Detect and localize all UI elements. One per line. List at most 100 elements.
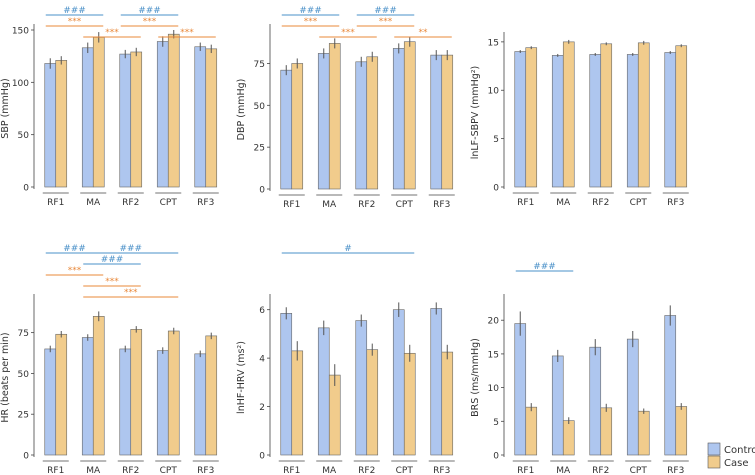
bar-control-rf3 xyxy=(194,353,207,456)
bar-control-ma xyxy=(317,53,330,190)
y-tick-label: 4 xyxy=(259,355,265,365)
bar-control-rf2 xyxy=(119,348,132,456)
x-tick-label: MA xyxy=(556,466,571,475)
legend-swatch-control xyxy=(707,442,721,456)
bar-case-rf1 xyxy=(291,63,304,190)
x-tick-label: RF2 xyxy=(358,466,375,475)
x-tick-label: RF2 xyxy=(122,198,139,208)
panel-4: 0 25 50 75 HR (beats per min) RF1 MA RF2 CPT RF3 #… xyxy=(0,244,219,475)
bar-case-cpt xyxy=(637,42,650,188)
x-tick-label: RF1 xyxy=(517,198,534,208)
legend-label-case: Case xyxy=(724,458,748,469)
bar-case-rf3 xyxy=(675,45,688,188)
bar-control-rf1 xyxy=(44,348,57,456)
panel-5: 0 2 4 6 lnHF-HRV (ms²) RF1 MA RF2 CPT RF3 # xyxy=(236,244,455,475)
bar-control-rf2 xyxy=(589,346,602,456)
bar-control-cpt xyxy=(626,54,639,188)
bar-case-ma xyxy=(562,41,575,188)
bar-control-rf1 xyxy=(514,323,527,456)
bar-control-rf3 xyxy=(664,52,677,188)
bar-case-cpt xyxy=(167,33,180,188)
x-tick-label: CPT xyxy=(396,200,414,210)
y-tick-label: 0 xyxy=(259,452,265,462)
y-axis-label: BRS (ms/mmHg) xyxy=(470,338,481,417)
bar-case-rf3 xyxy=(441,351,454,456)
bar-case-ma xyxy=(328,43,341,190)
y-tick-label: 50 xyxy=(18,131,30,141)
bar-case-rf2 xyxy=(600,43,613,188)
x-tick-label: RF3 xyxy=(197,466,214,475)
y-tick-label: 20 xyxy=(488,317,500,327)
x-tick-label: MA xyxy=(322,466,337,475)
sig-label-case: *** xyxy=(68,266,82,276)
bar-case-cpt xyxy=(403,41,416,190)
sig-label-case: *** xyxy=(379,17,393,27)
y-tick-label: 5 xyxy=(493,135,499,145)
bar-case-rf1 xyxy=(55,60,68,188)
sig-label-control: ### xyxy=(138,6,161,16)
y-tick-label: 6 xyxy=(259,306,265,316)
bar-case-rf3 xyxy=(205,48,218,188)
bar-case-cpt xyxy=(637,410,650,456)
bar-control-rf1 xyxy=(280,313,293,456)
sig-label-case: ** xyxy=(419,28,429,38)
bar-control-rf2 xyxy=(355,61,368,190)
bar-control-ma xyxy=(81,337,94,456)
bar-control-rf2 xyxy=(119,53,132,188)
y-tick-label: 25 xyxy=(254,144,265,154)
y-tick-label: 15 xyxy=(488,38,499,48)
y-axis-label: lnLF-SBPV (mmHg²) xyxy=(470,66,481,160)
bar-case-rf3 xyxy=(441,54,454,190)
y-tick-label: 5 xyxy=(493,418,499,428)
bar-control-cpt xyxy=(156,350,169,456)
bar-case-rf2 xyxy=(600,407,613,456)
bar-case-cpt xyxy=(167,330,180,456)
x-tick-label: RF3 xyxy=(433,200,450,210)
x-tick-label: CPT xyxy=(630,466,648,475)
bar-case-rf1 xyxy=(291,350,304,456)
y-tick-label: 2 xyxy=(259,403,265,413)
y-tick-label: 150 xyxy=(12,27,29,37)
bar-control-rf3 xyxy=(430,54,443,190)
bar-control-rf2 xyxy=(589,54,602,188)
bar-case-rf1 xyxy=(525,47,538,188)
panel-3: 0 5 10 15 lnLF-SBPV (mmHg²) RF1 MA RF2 CPT RF3 xyxy=(470,32,689,208)
bar-control-rf3 xyxy=(664,315,677,456)
y-tick-label: 50 xyxy=(254,102,266,112)
bar-case-rf1 xyxy=(525,406,538,456)
bar-case-rf1 xyxy=(55,333,68,456)
sig-label-control: ### xyxy=(63,6,86,16)
bar-control-ma xyxy=(317,327,330,456)
x-tick-label: MA xyxy=(556,198,571,208)
sig-label-control: # xyxy=(344,244,352,254)
x-tick-label: RF1 xyxy=(47,466,64,475)
x-tick-label: RF3 xyxy=(667,198,684,208)
bar-control-ma xyxy=(81,47,94,188)
sig-label-control: ### xyxy=(101,255,124,265)
y-tick-label: 0 xyxy=(259,186,265,196)
bar-control-cpt xyxy=(392,309,405,456)
y-tick-label: 100 xyxy=(12,79,29,89)
bar-control-rf1 xyxy=(280,69,293,190)
bar-control-rf1 xyxy=(514,51,527,188)
y-tick-label: 0 xyxy=(493,184,499,194)
bar-case-ma xyxy=(92,316,105,456)
bar-case-ma xyxy=(562,420,575,456)
sig-label-control: ### xyxy=(63,244,86,254)
x-tick-label: RF3 xyxy=(433,466,450,475)
bar-case-ma xyxy=(92,37,105,188)
bar-case-rf2 xyxy=(366,56,379,190)
bar-case-rf2 xyxy=(130,329,143,456)
sig-label-control: ### xyxy=(533,262,556,272)
bar-control-ma xyxy=(551,55,564,188)
y-tick-label: 0 xyxy=(493,452,499,462)
sig-label-case: *** xyxy=(304,17,318,27)
x-tick-label: RF2 xyxy=(592,466,609,475)
y-axis-label: lnHF-HRV (ms²) xyxy=(236,341,247,414)
x-tick-label: CPT xyxy=(160,466,178,475)
sig-label-control: ### xyxy=(374,6,397,16)
x-tick-label: CPT xyxy=(396,466,414,475)
x-tick-label: RF1 xyxy=(517,466,534,475)
